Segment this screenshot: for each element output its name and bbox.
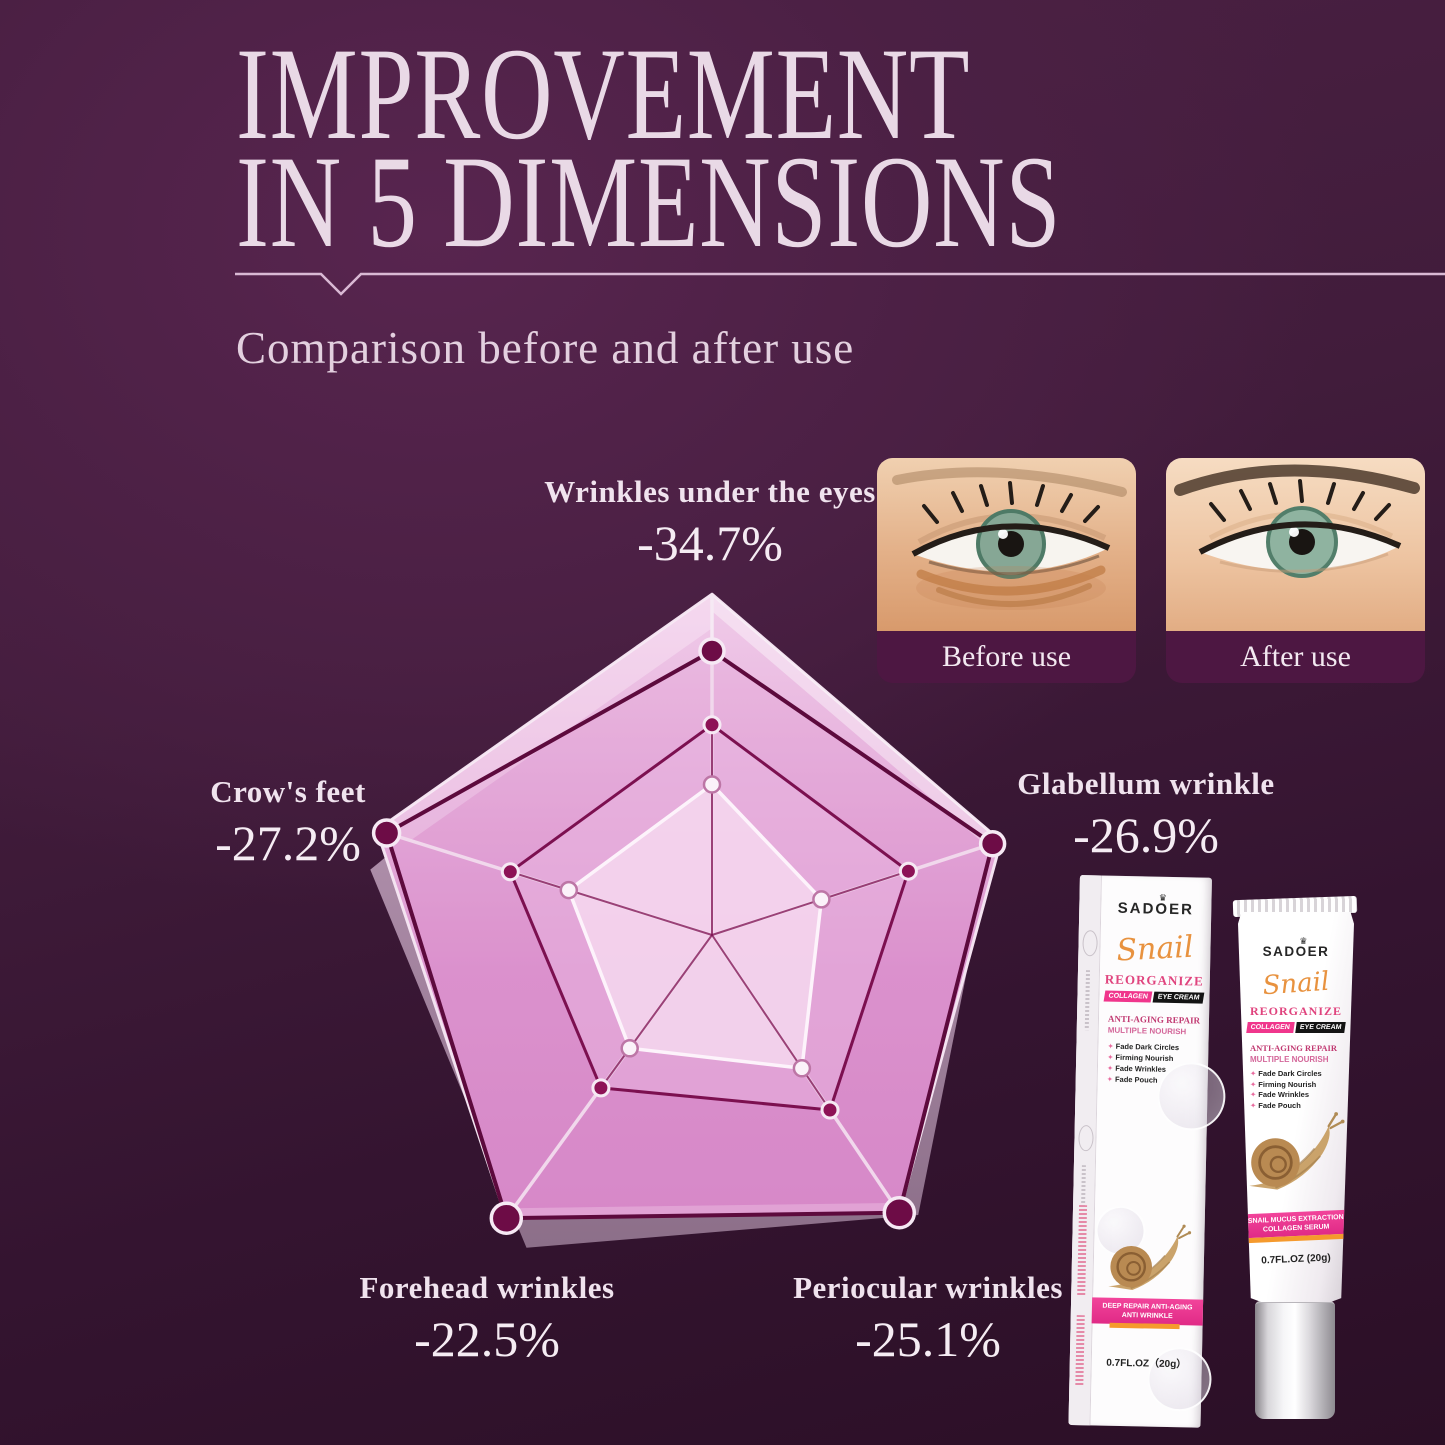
before-card: Before use [877,458,1136,683]
eye-cream-badge: EYE CREAM [1295,1022,1347,1033]
radar-mid-dot [591,1078,611,1098]
diamond-bullet-icon: ✦ [1107,1052,1114,1062]
axis-value: -34.7% [637,515,783,571]
diamond-bullet-icon: ✦ [1250,1100,1257,1110]
before-label: Before use [877,631,1136,683]
brand-name: ♛ SADOER [1262,936,1330,959]
spine-stamp-icon [1082,930,1098,957]
product-badges: COLLAGEN EYE CREAM [1098,990,1211,1004]
radar-axis-label: Crow's feet -27.2% [210,774,366,872]
product-box-face: ♛ SADOER Snail REORGANIZE COLLAGEN EYE C… [1089,875,1227,1427]
after-label: After use [1166,631,1425,683]
box-banner: DEEP REPAIR ANTI-AGING ANTI WRINKLE [1091,1297,1204,1326]
collagen-badge: COLLAGEN [1245,1022,1295,1033]
crown-icon: ♛ [1158,892,1169,903]
claim-line2: MULTIPLE NOURISH [1250,1055,1329,1064]
axis-category: Periocular wrinkles [793,1270,1063,1305]
eye-cream-badge: EYE CREAM [1152,991,1205,1004]
radar-highlight [712,594,1001,846]
product-name-script: Snail [1261,966,1331,1002]
radar-inner-dot [702,775,722,794]
radar-mid-dot [500,862,520,882]
radar-mid-dot [898,861,918,881]
page-title-line1: IMPROVEMENT [236,20,971,167]
axis-category: Wrinkles under the eyes [544,474,876,509]
net-weight: 0.7FL.OZ (20g) [1261,1252,1331,1267]
tube-cap [1255,1301,1335,1419]
spine-text-red [1077,1205,1088,1296]
after-eye-photo [1166,458,1425,631]
radar-highlight [376,594,712,841]
product-box: ♛ SADOER Snail REORGANIZE COLLAGEN EYE C… [1068,875,1227,1428]
radar-inner-spoke [600,934,713,1089]
after-card: After use [1166,458,1425,683]
snail-illustration [1108,1224,1192,1290]
claim-line1: ANTI-AGING REPAIR [1250,1043,1337,1053]
spine-stamp-icon [1078,1125,1094,1152]
product-name-caps: REORGANIZE [1249,1004,1342,1018]
before-eye-photo [877,458,1136,631]
radar-inner-series [567,782,824,1071]
radar-axis-label: Glabellum wrinkle -26.9% [1017,766,1274,864]
page-subtitle: Comparison before and after use [236,323,855,373]
axis-value: -25.1% [855,1311,1001,1367]
collagen-badge: COLLAGEN [1103,990,1153,1003]
benefit-item: ✦ Fade Dark Circles [1250,1069,1322,1078]
axis-value: -22.5% [414,1311,560,1367]
radar-inner-spoke [510,870,713,936]
axis-category: Forehead wrinkles [359,1270,615,1305]
radar-inner-dot [620,1039,639,1058]
radar-outer-dot [698,637,726,665]
product-tube: ♛ SADOER Snail REORGANIZE COLLAGEN EYE C… [1238,912,1354,1302]
crown-icon: ♛ [1299,936,1309,946]
axis-value: -26.9% [1073,807,1219,863]
radar-inner-spoke [711,934,831,1111]
product-name-caps: REORGANIZE [1104,971,1204,989]
radar-inner-dot [559,880,579,900]
orange-strip [1109,1322,1180,1330]
benefit-item: ✦ Fade Pouch [1250,1100,1301,1110]
divider-line [235,272,1445,296]
spine-text-red [1075,1315,1085,1386]
diamond-bullet-icon: ✦ [1250,1079,1257,1089]
benefit-item: ✦ Fade Wrinkles [1250,1090,1310,1099]
benefit-item: ✦ Firming Nourish [1250,1079,1317,1089]
net-weight: 0.7FL.OZ（20g） [1106,1357,1187,1371]
product-badges: COLLAGEN EYE CREAM [1238,1022,1354,1033]
radar-inner-dot [792,1059,812,1078]
diamond-bullet-icon: ✦ [1106,1063,1114,1073]
spine-text [1084,970,1091,1031]
claim-line2: MULTIPLE NOURISH [1107,1025,1187,1037]
benefit-list: ✦ Fade Dark Circles ✦ Firming Nourish ✦ Fade … [1250,1069,1354,1111]
axis-category: Glabellum wrinkle [1017,766,1275,801]
page-title-line2: IN 5 DIMENSIONS [236,128,1062,275]
diamond-bullet-icon: ✦ [1250,1069,1257,1078]
diamond-bullet-icon: ✦ [1250,1090,1257,1099]
diamond-bullet-icon: ✦ [1107,1041,1114,1051]
radar-outer-dot [882,1195,917,1230]
brand-name: ♛ SADOER [1117,892,1195,919]
radar-mid-dot [820,1100,840,1120]
claim-line1: ANTI-AGING REPAIR [1107,1013,1201,1026]
radar-inner-spoke [711,870,909,936]
radar-axis-label: Periocular wrinkles -25.1% [793,1270,1063,1368]
radar-axis-label: Wrinkles under the eyes -34.7% [544,474,876,572]
diamond-bullet-icon: ✦ [1106,1074,1114,1084]
product-name-script: Snail [1115,929,1195,969]
radar-outer-dot [489,1201,524,1235]
axis-category: Crow's feet [210,774,366,809]
axis-value: -27.2% [215,815,361,871]
radar-outer-dot [371,818,402,848]
radar-outer-dot [978,830,1007,858]
radar-highlight [506,1203,900,1219]
radar-axis-label: Forehead wrinkles -22.5% [359,1270,614,1368]
snail-illustration [1249,1112,1345,1190]
radar-inner-dot [812,890,831,909]
radar-mid-dot [702,715,722,735]
